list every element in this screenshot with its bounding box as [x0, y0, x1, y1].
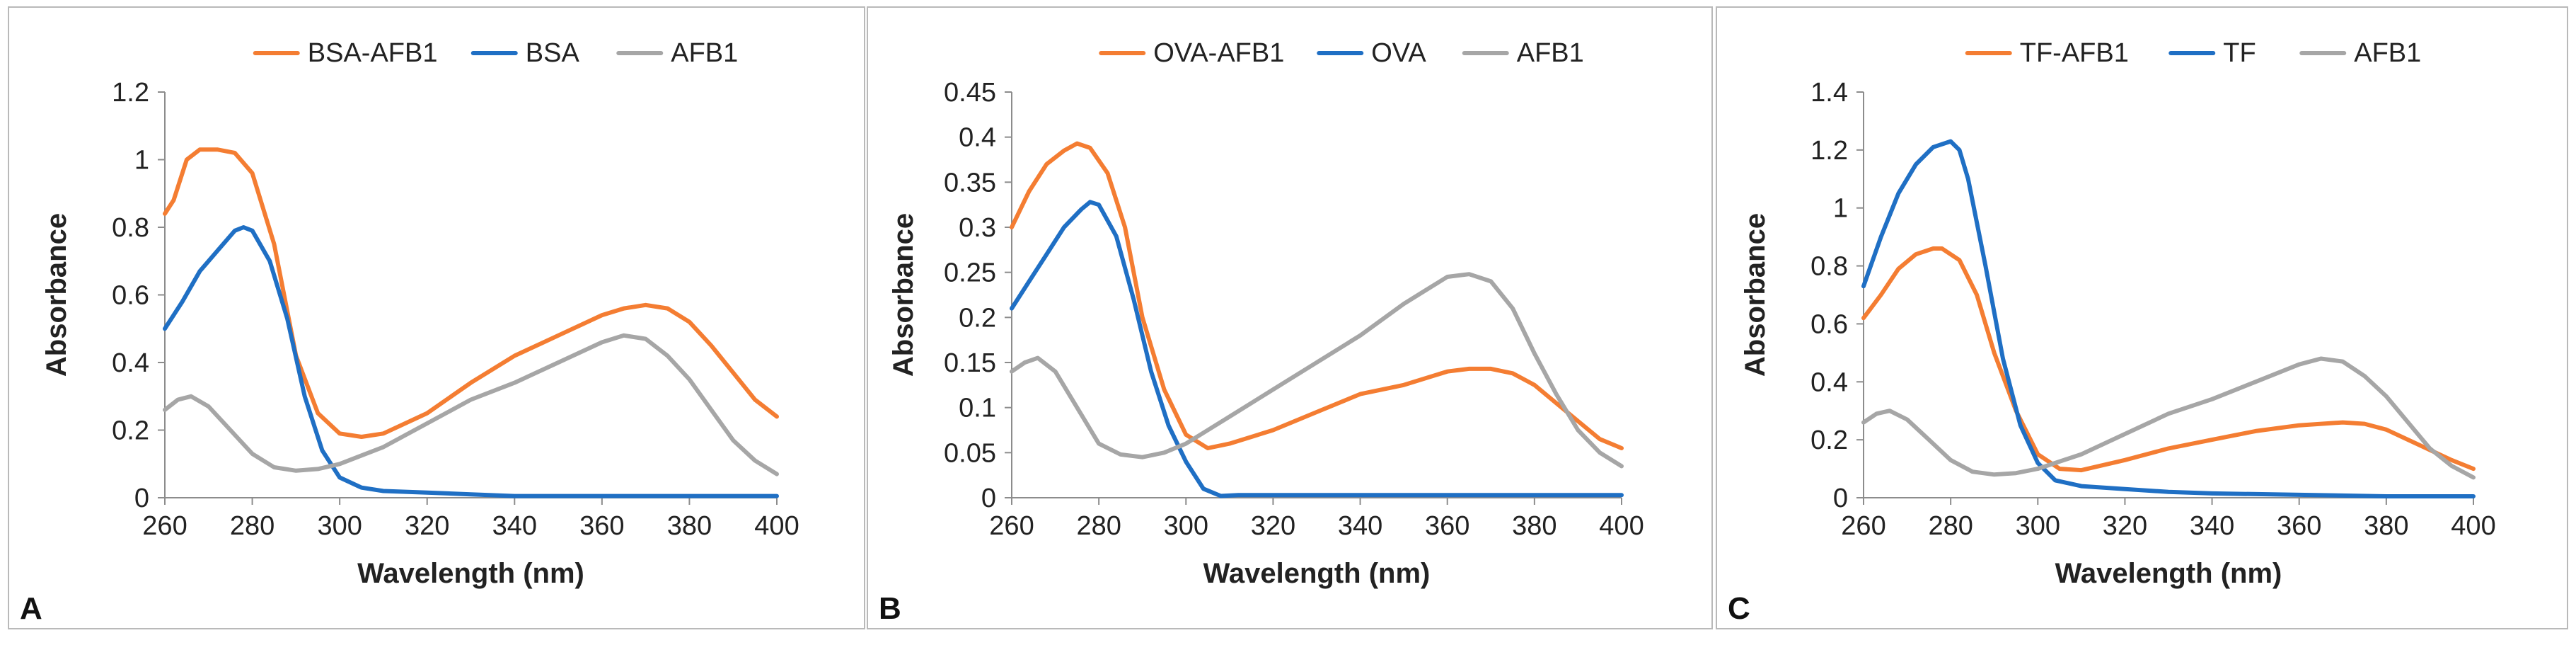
series-line-bsa-afb1 [163, 147, 779, 439]
y-axis-title: Absorbance [888, 213, 919, 377]
y-tick-label: 0.05 [944, 438, 996, 468]
x-tick-label: 340 [2190, 511, 2234, 541]
series-line-tf-afb1 [1861, 246, 2476, 473]
chart-panel-c: 0 0.2 0.4 0.6 0.8 1 1.2 1.4 260 280 300 320 340 360 38… [1716, 6, 2568, 629]
legend: OVA-AFB1 OVA AFB1 [1099, 38, 1584, 68]
y-axis-title: Absorbance [41, 213, 72, 377]
panel-border [8, 6, 865, 629]
legend-label-bsa: BSA [526, 38, 580, 68]
y-tick-label: 1.2 [112, 78, 149, 108]
y-tick-label: 0.4 [959, 123, 996, 153]
legend-label-ova: OVA [1371, 38, 1426, 68]
legend: BSA-AFB1 BSA AFB1 [253, 38, 738, 68]
x-tick-label: 300 [317, 511, 362, 541]
y-tick-label: 0.8 [1810, 252, 1848, 282]
y-tick-label: 0.4 [1810, 367, 1848, 397]
x-tick-label: 340 [1338, 511, 1382, 541]
y-tick-label: 0 [1833, 484, 1848, 513]
chart-panel-a: 0 0.2 0.4 0.6 0.8 1 1.2 260 280 300 320 340 360 380 40… [8, 6, 865, 629]
y-tick-label: 0.2 [1810, 426, 1848, 455]
y-tick-label: 0.15 [944, 348, 996, 378]
y-axis-title: Absorbance [1740, 213, 1771, 377]
x-tick-label: 260 [1841, 511, 1885, 541]
panel-border [1716, 6, 2568, 629]
x-tick-label: 340 [492, 511, 537, 541]
legend-label-tf: TF [2223, 38, 2256, 68]
x-tick-label: 400 [754, 511, 799, 541]
series-line-afb1 [1010, 272, 1624, 469]
y-tick-label: 0.2 [112, 416, 149, 446]
y-tick-label: 0.25 [944, 258, 996, 288]
x-tick-label: 280 [1076, 511, 1121, 541]
y-tick-label: 1.4 [1810, 78, 1848, 108]
series-line-tf [1861, 139, 2476, 498]
y-tick-label: 0.45 [944, 78, 996, 108]
legend-label-ova-afb1: OVA-AFB1 [1153, 38, 1284, 68]
chart-panel-b: 0 0.05 0.1 0.15 0.2 0.25 0.3 0.35 0.4 0.45 260 280 3… [867, 6, 1713, 629]
y-tick-label: 0.6 [1810, 309, 1848, 339]
y-tick-label: 1 [1833, 194, 1848, 224]
x-axis-title: Wavelength (nm) [2055, 558, 2282, 589]
panel-letter: A [20, 591, 42, 626]
panel-letter: C [1728, 591, 1750, 626]
y-tick-label: 0.1 [959, 394, 996, 423]
legend-label-bsa-afb1: BSA-AFB1 [308, 38, 438, 68]
y-tick-label: 0.35 [944, 168, 996, 198]
y-tick-label: 0.3 [959, 213, 996, 243]
series-line-bsa [163, 225, 779, 498]
x-tick-label: 300 [1164, 511, 1208, 541]
x-tick-label: 380 [2364, 511, 2408, 541]
x-tick-label: 300 [2016, 511, 2060, 541]
legend-label-afb1: AFB1 [2354, 38, 2421, 68]
x-tick-label: 280 [1928, 511, 1973, 541]
y-tick-label: 0.6 [112, 281, 149, 311]
legend-label-tf-afb1: TF-AFB1 [2020, 38, 2129, 68]
y-tick-label: 1 [134, 146, 149, 176]
x-tick-label: 380 [667, 511, 712, 541]
x-tick-label: 360 [1425, 511, 1469, 541]
y-tick-label: 0.2 [959, 303, 996, 333]
legend-label-afb1: AFB1 [671, 38, 738, 68]
x-tick-label: 320 [1251, 511, 1295, 541]
x-tick-label: 380 [1512, 511, 1556, 541]
y-tick-label: 1.2 [1810, 136, 1848, 166]
y-tick-label: 0.4 [112, 348, 149, 378]
x-tick-label: 260 [989, 511, 1034, 541]
x-tick-label: 320 [405, 511, 449, 541]
x-tick-label: 280 [230, 511, 275, 541]
x-tick-label: 260 [142, 511, 187, 541]
legend: TF-AFB1 TF AFB1 [1965, 38, 2421, 68]
x-axis-title: Wavelength (nm) [357, 558, 584, 589]
x-tick-label: 360 [579, 511, 624, 541]
legend-label-afb1: AFB1 [1517, 38, 1584, 68]
x-tick-label: 360 [2277, 511, 2321, 541]
y-tick-label: 0 [981, 484, 996, 513]
series-line-ova [1010, 200, 1624, 498]
x-tick-label: 320 [2103, 511, 2147, 541]
x-axis-title: Wavelength (nm) [1203, 558, 1431, 589]
series-line-ova-afb1 [1010, 141, 1624, 450]
series-line-afb1 [1861, 356, 2476, 480]
y-tick-label: 0 [134, 484, 149, 513]
x-tick-label: 400 [2451, 511, 2495, 541]
y-tick-label: 0.8 [112, 213, 149, 243]
series-line-afb1 [163, 333, 779, 476]
x-tick-label: 400 [1599, 511, 1644, 541]
panel-letter: B [879, 591, 901, 626]
